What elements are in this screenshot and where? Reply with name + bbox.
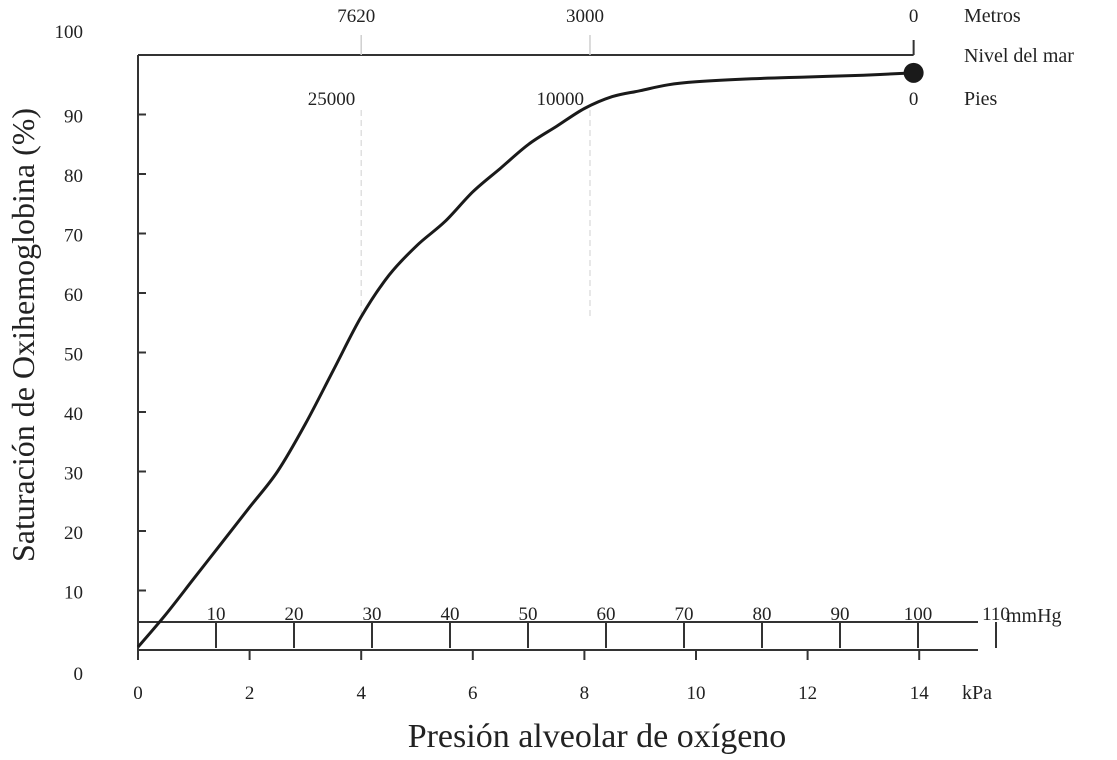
meters-label: 0: [909, 6, 919, 27]
mmhg-tick-label: 40: [441, 604, 460, 625]
y-tick-label: 20: [64, 523, 83, 544]
mmhg-tick-label: 80: [753, 604, 772, 625]
mmhg-tick-label: 10: [207, 604, 226, 625]
mmhg-tick-label: 90: [831, 604, 850, 625]
x-axis-ticks-kpa: 0 2 4 6 8 10 12 14: [133, 650, 929, 704]
kpa-tick-label: 6: [468, 683, 478, 704]
x-axis-ticks-mmhg: 10 20 30 40 50 60 70 80 90 100 110: [207, 604, 1010, 648]
sea-level-endpoint: [903, 62, 924, 83]
mmhg-tick-label: 20: [285, 604, 304, 625]
y-axis-ticks: 0 10 20 30 40 50 60 70 80 90 100: [55, 22, 146, 685]
kpa-tick-label: 14: [910, 683, 930, 704]
saturation-curve: [136, 71, 914, 649]
y-tick-label: 80: [64, 166, 83, 187]
mmhg-unit-label: mmHg: [1006, 605, 1062, 627]
meters-unit-label: Metros: [964, 5, 1021, 27]
kpa-tick-label: 2: [245, 683, 255, 704]
feet-unit-label: Pies: [964, 88, 998, 110]
axes: [137, 40, 978, 651]
y-tick-label: 50: [64, 345, 83, 366]
mmhg-tick-label: 50: [519, 604, 538, 625]
y-tick-label: 0: [74, 664, 84, 685]
mmhg-tick-label: 30: [363, 604, 382, 625]
altitude-axis: 7620 3000 0 25000 10000 0: [308, 6, 919, 317]
kpa-tick-label: 8: [580, 683, 590, 704]
feet-label: 0: [909, 89, 919, 110]
mmhg-tick-label: 70: [675, 604, 694, 625]
mmhg-tick-label: 110: [982, 604, 1010, 625]
y-tick-label: 70: [64, 226, 83, 247]
y-tick-label: 30: [64, 464, 83, 485]
feet-label: 25000: [308, 89, 356, 110]
y-tick-label: 40: [64, 404, 83, 425]
mmhg-tick-label: 60: [597, 604, 616, 625]
y-tick-label: 60: [64, 285, 83, 306]
kpa-tick-label: 4: [356, 683, 366, 704]
meters-label: 3000: [566, 6, 604, 27]
y-tick-label: 100: [55, 22, 84, 43]
feet-label: 10000: [536, 89, 584, 110]
x-axis-title: Presión alveolar de oxígeno: [408, 718, 787, 755]
sea-level-label: Nivel del mar: [964, 45, 1074, 67]
y-axis-title: Saturación de Oxihemoglobina (%): [5, 108, 41, 562]
meters-label: 7620: [337, 6, 375, 27]
kpa-tick-label: 0: [133, 683, 143, 704]
kpa-tick-label: 12: [798, 683, 817, 704]
mmhg-tick-label: 100: [904, 604, 933, 625]
y-tick-label: 10: [64, 583, 83, 604]
kpa-unit-label: kPa: [962, 682, 992, 704]
kpa-tick-label: 10: [687, 683, 706, 704]
y-tick-label: 90: [64, 107, 83, 128]
